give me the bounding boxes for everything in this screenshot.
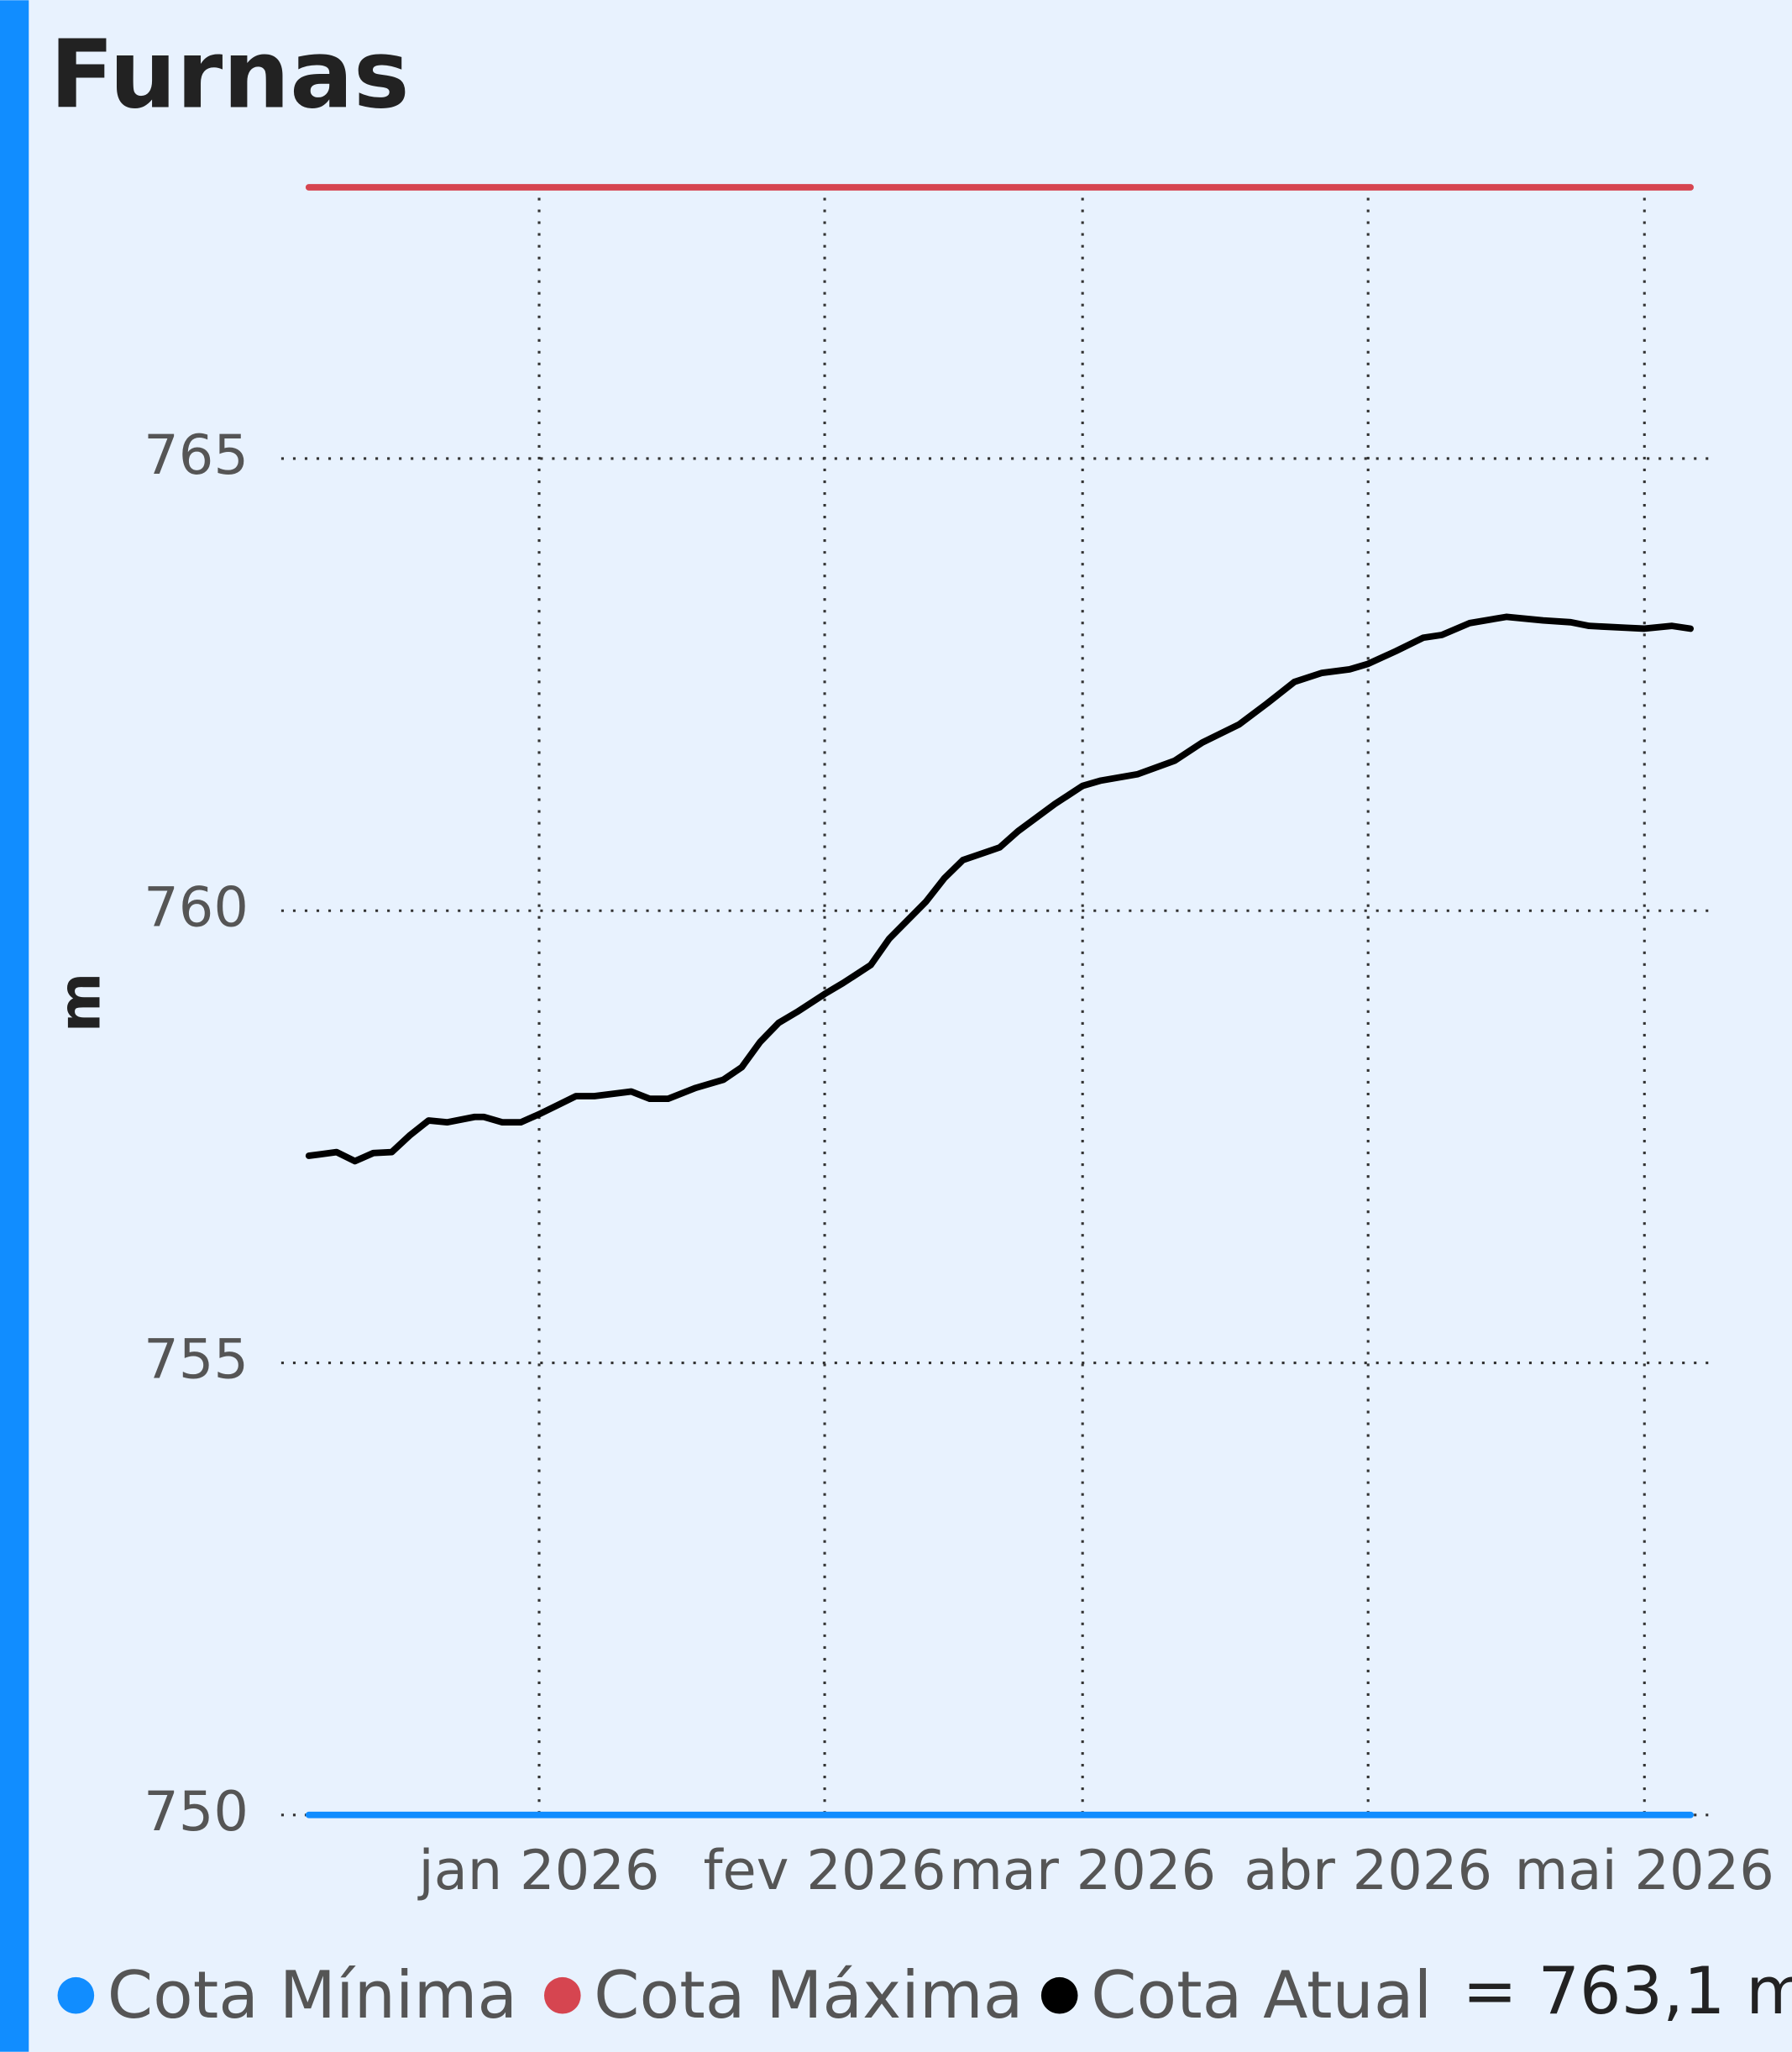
- legend-marker: [57, 1976, 95, 2014]
- legend-marker: [543, 1976, 581, 2014]
- x-tick-label: abr 2026: [1244, 1839, 1492, 1902]
- data-line: [305, 613, 1695, 1165]
- x-tick-label: mai 2026: [1515, 1839, 1774, 1902]
- y-axis-label: m: [47, 973, 114, 1032]
- legend-label: Cota Atual: [1091, 1958, 1432, 2034]
- legend-label: Cota Mínima: [107, 1958, 517, 2034]
- current-value: = 763,1 m: [1462, 1954, 1792, 2029]
- accent-bar: [0, 0, 29, 2052]
- x-tick-label: jan 2026: [417, 1839, 660, 1902]
- y-tick-label: 750: [144, 1780, 249, 1844]
- y-tick-label: 760: [144, 875, 249, 939]
- x-tick-label: fev 2026: [703, 1839, 946, 1902]
- chart-title: Furnas: [50, 21, 409, 130]
- y-tick-label: 755: [144, 1328, 249, 1392]
- y-tick-label: 765: [144, 423, 249, 487]
- legend-label: Cota Máxima: [594, 1958, 1023, 2034]
- legend-marker: [1040, 1976, 1078, 2014]
- x-tick-label: mar 2026: [949, 1839, 1216, 1902]
